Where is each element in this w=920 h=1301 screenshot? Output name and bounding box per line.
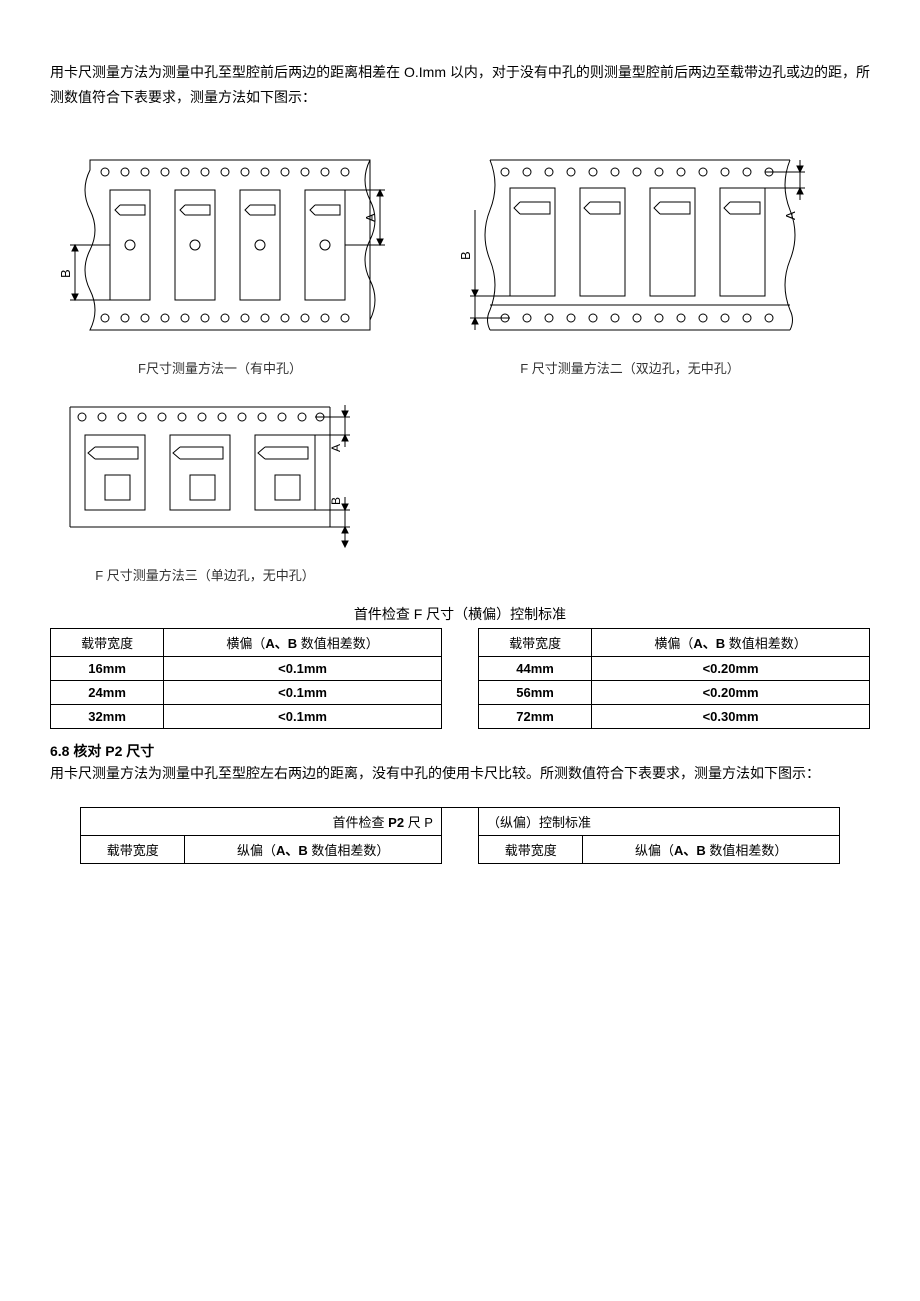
table-row: 32mm <0.1mm 72mm <0.30mm bbox=[51, 705, 870, 729]
diagram-row-1: A B F尺寸测量方法一（有中孔） bbox=[50, 150, 870, 377]
diagram-1: A B F尺寸测量方法一（有中孔） bbox=[50, 150, 390, 377]
table-p2-dimension: 首件检查 P2 尺 P （纵偏）控制标准 载带宽度 纵偏（A、B 数值相差数） … bbox=[80, 807, 840, 864]
diagram-2-svg: A B bbox=[450, 150, 810, 350]
diagram-3: A B F 尺寸测量方法三（单边孔，无中孔） bbox=[50, 397, 360, 584]
col-header: 载带宽度 bbox=[478, 835, 582, 863]
table-row: 24mm <0.1mm 56mm <0.20mm bbox=[51, 681, 870, 705]
spacer bbox=[441, 629, 478, 657]
dim-b-label-2: B bbox=[458, 252, 473, 261]
diagram-1-caption: F尺寸测量方法一（有中孔） bbox=[138, 358, 302, 377]
dim-b-label: B bbox=[58, 270, 73, 279]
col-header: 载带宽度 bbox=[478, 629, 591, 657]
section-body: 用卡尺测量方法为测量中孔至型腔左右两边的距离，没有中孔的使用卡尺比较。所测数值符… bbox=[50, 761, 870, 786]
table-header-row: 载带宽度 横偏（A、B 数值相差数） 载带宽度 横偏（A、B 数值相差数） bbox=[51, 629, 870, 657]
table-row: 16mm <0.1mm 44mm <0.20mm bbox=[51, 657, 870, 681]
diagram-2: A B F 尺寸测量方法二（双边孔，无中孔） bbox=[450, 150, 810, 377]
col-header: 纵偏（A、B 数值相差数） bbox=[185, 835, 442, 863]
col-header: 纵偏（A、B 数值相差数） bbox=[583, 835, 840, 863]
diagram-row-2: A B F 尺寸测量方法三（单边孔，无中孔） bbox=[50, 397, 870, 584]
dim-a-label-3: A bbox=[329, 444, 343, 452]
col-header: 横偏（A、B 数值相差数） bbox=[164, 629, 442, 657]
table-header-row: 载带宽度 纵偏（A、B 数值相差数） 载带宽度 纵偏（A、B 数值相差数） bbox=[81, 835, 840, 863]
diagram-2-caption: F 尺寸测量方法二（双边孔，无中孔） bbox=[520, 358, 740, 377]
diagram-3-caption: F 尺寸测量方法三（单边孔，无中孔） bbox=[95, 565, 315, 584]
dim-a-label-2: A bbox=[783, 211, 798, 220]
diagram-3-svg: A B bbox=[50, 397, 360, 557]
col-header: 载带宽度 bbox=[81, 835, 185, 863]
intro-paragraph: 用卡尺测量方法为测量中孔至型腔前后两边的距离相差在 O.Imm 以内，对于没有中… bbox=[50, 60, 870, 110]
col-header: 载带宽度 bbox=[51, 629, 164, 657]
table2-title-row: 首件检查 P2 尺 P （纵偏）控制标准 bbox=[81, 807, 840, 835]
col-header: 横偏（A、B 数值相差数） bbox=[592, 629, 870, 657]
section-heading: 6.8 核对 P2 尺寸 bbox=[50, 741, 870, 761]
diagram-1-svg: A B bbox=[50, 150, 390, 350]
dim-b-label-3: B bbox=[329, 497, 343, 505]
dim-a-label: A bbox=[363, 213, 378, 222]
table1-title: 首件检查 F 尺寸（横偏）控制标准 bbox=[50, 604, 870, 624]
table-f-dimension: 载带宽度 横偏（A、B 数值相差数） 载带宽度 横偏（A、B 数值相差数） 16… bbox=[50, 628, 870, 729]
